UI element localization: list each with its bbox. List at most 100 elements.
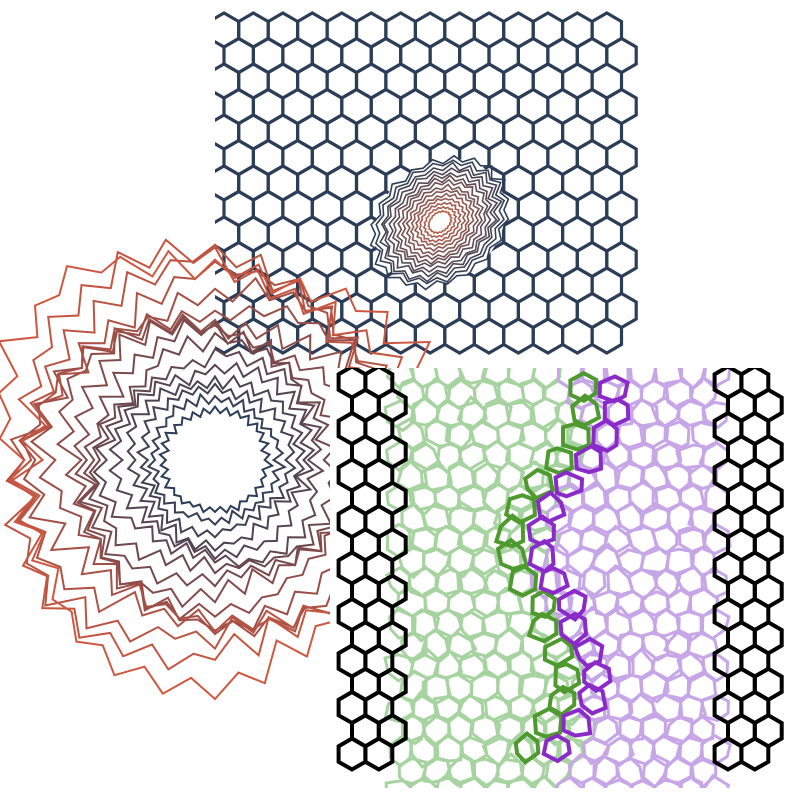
green-grain-cell bbox=[456, 484, 488, 513]
defect-contour-line bbox=[413, 197, 467, 247]
purple-boundary-cell bbox=[572, 636, 605, 669]
purple-grain-cell bbox=[581, 775, 607, 788]
concentric-contour-panel bbox=[0, 238, 455, 701]
purple-boundary-cell bbox=[577, 682, 608, 716]
green-boundary-cell bbox=[495, 537, 529, 572]
green-grain-cell bbox=[504, 610, 536, 641]
purple-boundary-path bbox=[526, 374, 631, 764]
green-grain-cell bbox=[483, 694, 513, 724]
green-grain-cell bbox=[482, 778, 510, 788]
defect-contour-line bbox=[387, 171, 493, 273]
defect-contour-line bbox=[369, 154, 510, 291]
honeycomb-defect-panel bbox=[215, 11, 638, 355]
green-grain-cell bbox=[396, 416, 427, 453]
purple-boundary-cell bbox=[553, 470, 585, 499]
purple-boundary-cell bbox=[556, 588, 588, 623]
green-grain-cell bbox=[458, 368, 488, 385]
green-grain-cell bbox=[506, 773, 537, 788]
defect-contour-line bbox=[409, 192, 471, 252]
defect-contour-line bbox=[405, 189, 475, 256]
purple-boundary-cell bbox=[558, 611, 589, 647]
contour-ring bbox=[125, 374, 307, 553]
purple-grain-cell bbox=[679, 775, 704, 788]
green-grain-cell bbox=[408, 733, 437, 769]
green-grain-cell bbox=[409, 396, 442, 427]
purple-grain-cell bbox=[601, 736, 635, 768]
edge-hex-cell bbox=[739, 736, 771, 772]
purple-grain-cell bbox=[652, 607, 681, 638]
green-grain-cell bbox=[419, 504, 452, 532]
purple-grain-cell bbox=[545, 501, 572, 534]
hex-cell bbox=[443, 317, 476, 355]
green-grain-cell bbox=[456, 526, 488, 553]
contour-ring bbox=[3, 243, 438, 651]
green-grain-cell bbox=[383, 693, 416, 724]
purple-grain-cell bbox=[700, 733, 732, 767]
contour-ring bbox=[135, 382, 297, 539]
green-boundary-cell bbox=[507, 564, 539, 598]
hex-cell bbox=[590, 317, 624, 355]
contour-ring bbox=[55, 313, 379, 621]
green-grain-cell bbox=[504, 398, 533, 428]
green-grain-cell bbox=[473, 461, 502, 493]
right-grain-lattice bbox=[529, 368, 732, 788]
edge-hex-cell bbox=[363, 736, 395, 772]
purple-grain-cell bbox=[698, 693, 731, 723]
hex-cell bbox=[413, 317, 447, 355]
purple-boundary-cell bbox=[541, 733, 572, 764]
green-grain-cell bbox=[410, 608, 441, 643]
purple-boundary-cell bbox=[573, 443, 604, 475]
grain-boundary-panel bbox=[330, 368, 790, 788]
green-boundary-cell bbox=[544, 446, 574, 476]
purple-grain-cell bbox=[665, 420, 691, 449]
contour-ring bbox=[146, 392, 288, 527]
green-boundary-cell bbox=[568, 370, 599, 404]
defect-contour-line bbox=[422, 205, 458, 239]
green-boundary-cell bbox=[513, 731, 541, 765]
defect-contours bbox=[369, 154, 510, 291]
contour-ring bbox=[77, 318, 363, 588]
green-grain-cell bbox=[497, 460, 526, 494]
green-boundary-cell bbox=[522, 467, 555, 501]
green-grain-cell bbox=[422, 757, 453, 784]
hex-cell bbox=[560, 317, 594, 355]
purple-grain-cell bbox=[581, 565, 607, 600]
purple-boundary-cell bbox=[561, 707, 593, 738]
green-grain-cell bbox=[388, 606, 417, 640]
purple-grain-cell bbox=[662, 668, 691, 704]
purple-grain-cell bbox=[640, 458, 672, 491]
purple-grain-cell bbox=[604, 778, 633, 788]
defect-contour-line bbox=[427, 209, 453, 235]
contour-ring bbox=[108, 361, 316, 561]
purple-grain-cell bbox=[686, 464, 719, 491]
purple-grain-cell bbox=[701, 651, 730, 683]
purple-grain-cell bbox=[555, 775, 583, 788]
purple-grain-cell bbox=[677, 398, 708, 428]
green-grain-cell bbox=[432, 484, 462, 511]
contour-ring bbox=[158, 404, 275, 515]
green-boundary-cell bbox=[526, 611, 559, 644]
green-grain-cell bbox=[553, 648, 585, 681]
purple-boundary-cell bbox=[591, 417, 619, 454]
purple-grain-cell bbox=[702, 773, 731, 788]
defect-contour-line bbox=[391, 174, 489, 268]
green-grain-cell bbox=[469, 757, 500, 788]
hex-cell bbox=[502, 317, 535, 355]
hex-cell bbox=[384, 317, 417, 355]
contour-ring bbox=[10, 238, 453, 671]
contour-ring bbox=[0, 249, 455, 701]
green-boundary-cell bbox=[532, 706, 564, 739]
green-boundary-cell bbox=[493, 513, 526, 549]
left-edge-honeycomb bbox=[336, 368, 408, 772]
contour-ring bbox=[73, 316, 379, 609]
contour-ring bbox=[29, 304, 386, 632]
hex-cell bbox=[531, 317, 565, 355]
defect-contour-line bbox=[374, 159, 506, 285]
right-edge-honeycomb bbox=[712, 368, 784, 772]
hex-cell bbox=[354, 317, 388, 355]
hex-cell bbox=[472, 317, 506, 355]
defect-contour-line bbox=[396, 178, 485, 266]
green-boundary-cell bbox=[560, 421, 591, 452]
green-grain-cell bbox=[385, 368, 416, 389]
